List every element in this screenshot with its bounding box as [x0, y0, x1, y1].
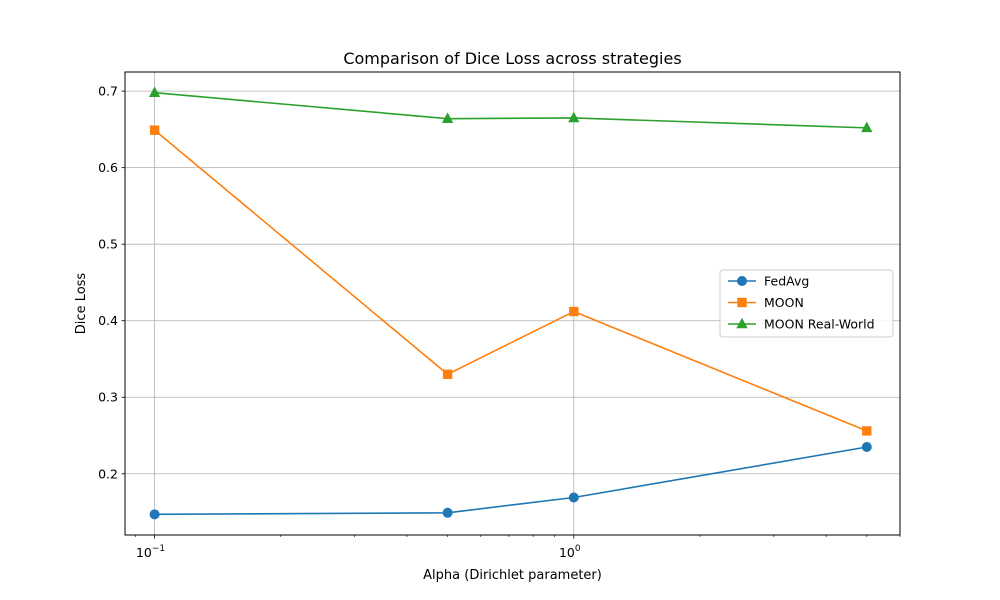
x-axis-label: Alpha (Dirichlet parameter) [423, 568, 602, 583]
x-tick-label: 100 [559, 544, 581, 560]
data-point [568, 492, 579, 503]
legend-box [719, 269, 894, 338]
series-layer [148, 86, 873, 520]
data-point [861, 121, 873, 133]
legend-label: MOON [764, 295, 804, 310]
data-point [569, 306, 579, 317]
legend-swatch-marker [737, 276, 747, 286]
data-point [149, 125, 160, 135]
grid [125, 72, 900, 535]
legend: FedAvg MOON MOON Real-World [719, 269, 894, 338]
x-tick-base: 10 [559, 545, 575, 560]
legend-swatch-marker [737, 297, 747, 308]
data-point [442, 369, 453, 379]
plot-frame [124, 71, 901, 536]
legend-label: FedAvg [764, 274, 809, 289]
y-tick-label: 0.7 [98, 84, 118, 99]
data-point [862, 426, 872, 436]
chart-title: Comparison of Dice Loss across strategie… [343, 49, 681, 68]
data-point [861, 441, 872, 452]
x-tick-base: 10 [136, 545, 152, 560]
legend-swatch-marker [736, 317, 748, 329]
x-tick-label: 10−1 [136, 544, 165, 560]
y-tick-label: 0.5 [98, 237, 118, 252]
y-tick-label: 0.3 [98, 390, 118, 405]
y-tick-label: 0.6 [98, 160, 118, 175]
x-axis: 10−1 100 [135, 535, 901, 560]
data-point [149, 509, 160, 520]
y-tick-label: 0.2 [98, 466, 118, 481]
x-tick-exponent: 0 [575, 544, 581, 554]
data-point [441, 112, 454, 123]
data-point [148, 86, 161, 97]
y-axis: 0.2 0.3 0.4 0.5 0.6 0.7 [98, 84, 125, 481]
x-tick-exponent: −1 [152, 544, 165, 554]
legend-label: MOON Real-World [764, 317, 875, 332]
y-axis-label: Dice Loss [74, 273, 89, 335]
data-point [442, 507, 453, 518]
data-point [568, 111, 580, 123]
series-line [154, 91, 867, 129]
y-tick-label: 0.4 [98, 313, 118, 328]
series-line [154, 446, 867, 516]
series-line [154, 129, 868, 432]
